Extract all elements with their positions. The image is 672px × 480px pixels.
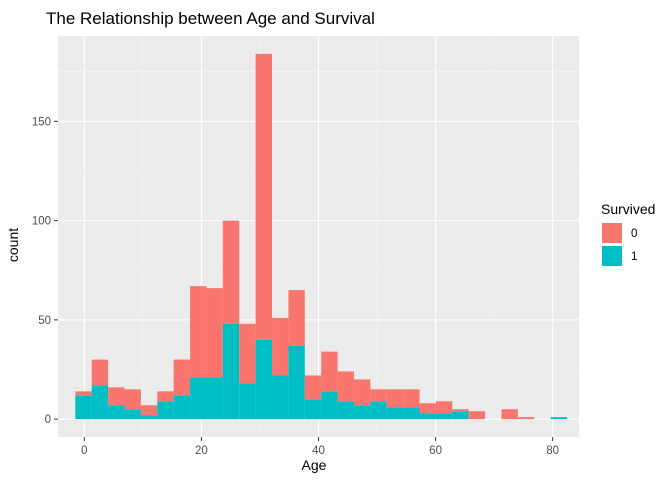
bar-survived-1 (321, 391, 338, 420)
x-tick-label: 60 (429, 445, 442, 457)
bar-survived-0 (321, 351, 338, 392)
bar-survived-0 (222, 220, 240, 324)
bar-survived-0 (140, 405, 158, 416)
bar-survived-0 (124, 389, 141, 410)
bar-survived-1 (75, 395, 92, 420)
bar-survived-1 (550, 417, 568, 420)
bar-survived-0 (239, 323, 256, 384)
bar-survived-0 (304, 375, 322, 400)
bar-survived-1 (337, 401, 354, 420)
bar-survived-0 (419, 403, 436, 414)
bar-survived-1 (255, 339, 273, 420)
legend-title: Survived (601, 201, 655, 217)
bar-survived-1 (173, 395, 191, 420)
bar-survived-0 (468, 411, 486, 420)
bar-survived-1 (370, 401, 387, 420)
chart-title: The Relationship between Age and Surviva… (46, 9, 375, 28)
x-tick-label: 0 (81, 445, 87, 457)
y-tick-label: 150 (32, 116, 51, 128)
bar-survived-0 (386, 389, 404, 408)
bar-survived-1 (304, 399, 322, 420)
bar-survived-1 (239, 383, 256, 420)
bar-survived-1 (272, 375, 289, 420)
legend-label: 0 (631, 228, 637, 240)
bar-survived-0 (190, 286, 207, 378)
y-tick-label: 50 (38, 315, 51, 327)
bar-survived-0 (452, 409, 469, 412)
legend-key (602, 223, 622, 243)
legend: Survived 0 1 (601, 201, 655, 266)
bar-survived-0 (157, 391, 174, 402)
bar-survived-0 (501, 409, 518, 420)
bar-survived-0 (337, 371, 354, 402)
bar-survived-0 (288, 290, 305, 346)
bar-survived-1 (222, 323, 240, 420)
legend-label: 1 (631, 251, 637, 263)
y-tick-label: 0 (45, 414, 51, 426)
bar-survived-1 (386, 407, 404, 420)
bar-survived-0 (435, 401, 453, 414)
bar-survived-0 (517, 417, 535, 420)
legend-key (602, 246, 622, 266)
bar-survived-1 (91, 385, 109, 420)
bar-survived-1 (403, 407, 420, 420)
y-axis-title: count (5, 228, 21, 262)
bar-survived-1 (452, 411, 469, 420)
x-axis-title: Age (302, 457, 327, 473)
bar-survived-1 (124, 409, 141, 420)
x-tick-label: 80 (546, 445, 559, 457)
bar-survived-0 (108, 387, 125, 406)
bar-survived-0 (173, 359, 191, 396)
bar-survived-0 (272, 317, 289, 376)
x-tick-label: 20 (195, 445, 208, 457)
bar-survived-0 (75, 391, 92, 396)
bar-survived-0 (255, 53, 273, 340)
bar-survived-1 (140, 415, 158, 420)
bar-survived-0 (353, 379, 371, 406)
bar-survived-1 (157, 401, 174, 420)
bar-survived-0 (403, 389, 420, 408)
bar-survived-1 (288, 345, 305, 420)
bar-survived-1 (190, 377, 207, 420)
bars (75, 53, 568, 420)
bar-survived-1 (353, 405, 371, 420)
bar-survived-1 (435, 413, 453, 420)
grid-major (58, 36, 579, 437)
bar-survived-1 (419, 413, 436, 420)
bar-survived-1 (206, 377, 223, 420)
bar-survived-0 (206, 288, 223, 378)
x-tick-label: 40 (312, 445, 325, 457)
y-tick-label: 100 (32, 216, 51, 228)
x-axis: 0 20 40 60 80 (81, 437, 559, 457)
bar-survived-0 (91, 359, 109, 386)
bar-survived-1 (108, 405, 125, 420)
y-axis: 0 50 100 150 (32, 116, 58, 426)
bar-survived-0 (370, 389, 387, 402)
